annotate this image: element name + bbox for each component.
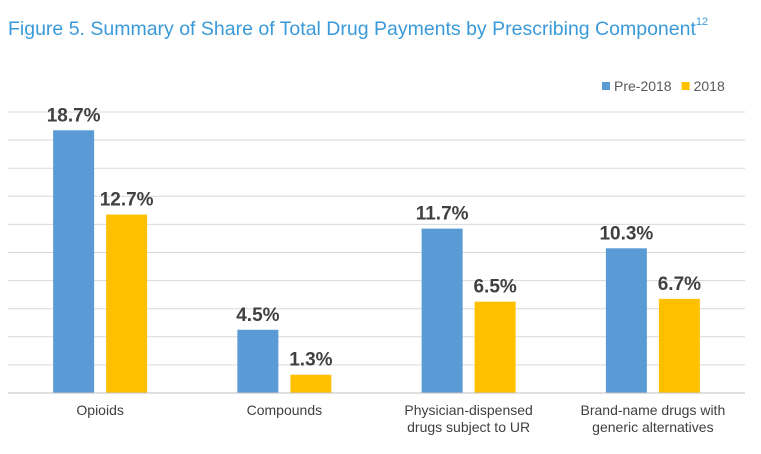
legend-label: Pre-2018 [614, 78, 672, 94]
legend-swatch [602, 82, 610, 90]
bar-2018 [658, 298, 700, 393]
bar-2018 [290, 374, 332, 393]
data-label: 6.7% [658, 274, 701, 295]
category-label: Brand-name drugs with [581, 402, 726, 418]
category-label: generic alternatives [592, 419, 713, 435]
bar-pre-2018 [53, 130, 95, 393]
data-label: 6.5% [473, 277, 516, 298]
data-label: 11.7% [416, 204, 469, 225]
data-label: 1.3% [289, 350, 332, 371]
category-label: Compounds [247, 402, 323, 418]
data-label: 4.5% [236, 305, 279, 326]
data-label: 18.7% [47, 105, 101, 126]
bar-pre-2018 [237, 329, 279, 393]
title-footnote: 12 [695, 16, 709, 28]
category-label: drugs subject to UR [407, 419, 530, 435]
data-label: 12.7% [100, 190, 154, 211]
bar-pre-2018 [421, 228, 463, 393]
category-label: Physician-dispensed [404, 402, 532, 418]
chart-title-text: Figure 5. Summary of Share of Total Drug… [8, 18, 696, 40]
data-label: 10.3% [599, 223, 653, 244]
bar-pre-2018 [605, 248, 647, 393]
category-label: Opioids [76, 402, 123, 418]
chart-title: Figure 5. Summary of Share of Total Drug… [8, 16, 709, 41]
bar-2018 [474, 301, 516, 393]
bar-2018 [106, 214, 148, 393]
legend-label: 2018 [694, 78, 725, 94]
legend-swatch [681, 82, 690, 90]
